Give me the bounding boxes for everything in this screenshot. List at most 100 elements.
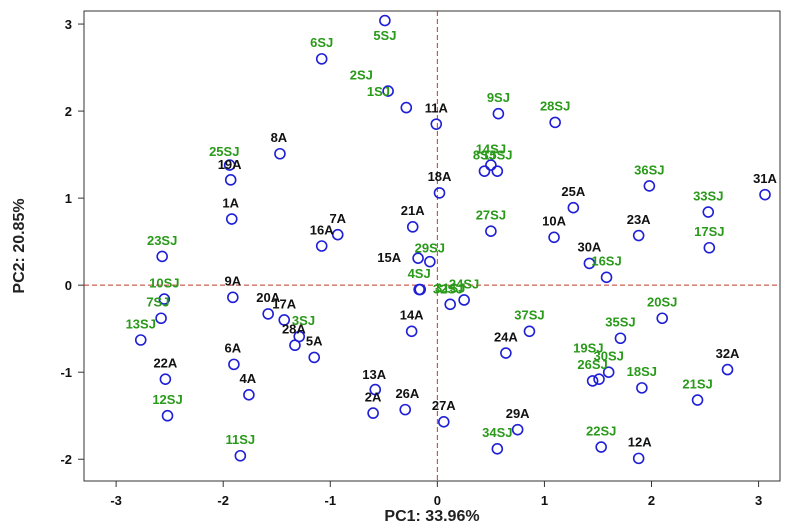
data-label-1a: 1A [222,195,239,210]
data-label-2a: 2A [365,389,382,404]
data-point-18sj [636,382,648,394]
data-point-10a [548,231,560,244]
data-label-25sj: 25SJ [209,144,239,159]
data-point-33sj [702,206,715,218]
data-point-5sj [379,14,391,27]
data-label-30a: 30A [577,240,601,255]
data-label-18sj: 18SJ [627,364,657,379]
data-point-26a [399,403,412,416]
data-label-7sj: 7SJ [146,295,169,310]
data-label-13a: 13A [362,367,386,382]
x-tick-label: 3 [755,493,762,508]
data-label-8a: 8A [271,130,288,145]
data-label-22a: 22A [153,356,177,371]
data-point-29a [511,423,524,436]
data-point-4a [243,389,255,401]
data-point-7sj [155,312,167,325]
data-label-9sj: 9SJ [487,90,510,105]
x-tick-label: 0 [434,493,441,508]
x-tick-label: 1 [541,493,548,508]
data-label-7a: 7A [329,211,346,226]
data-label-17a: 17A [272,296,296,311]
data-label-10a: 10A [542,214,566,229]
data-point-2a [367,407,379,419]
data-point-18a [433,187,446,199]
data-label-13sj: 13SJ [126,316,156,331]
data-label-25a: 25A [561,184,585,199]
data-point-15sj [491,165,504,177]
data-label-30sj: 30SJ [593,349,623,364]
data-label-9a: 9A [225,274,242,289]
data-label-28a: 28A [282,322,306,337]
data-label-32sj: 32SJ [433,282,463,297]
data-label-17sj: 17SJ [694,224,724,239]
data-point-16a [315,240,328,252]
data-label-5sj: 5SJ [373,28,396,43]
data-point-labels: 1A 2A 4A 5A 6A 7A 8A 9A 10A 11A 12A 13A 14A 15A 16A 17A… [126,28,778,449]
data-label-19a: 19A [218,157,242,172]
data-point-8a [274,147,286,160]
data-label-37sj: 37SJ [514,308,544,323]
data-label-18a: 18A [428,169,452,184]
x-tick-label: -2 [217,493,229,508]
data-label-11sj: 11SJ [226,432,256,447]
data-point-22a [159,373,172,385]
data-point-30sj [602,366,615,379]
data-point-12sj [161,409,174,422]
data-label-1sj: 1SJ [367,84,390,99]
data-point-21a [406,221,419,233]
data-point-17sj [703,241,716,254]
data-label-24a: 24A [494,329,518,344]
data-label-16a: 16A [310,222,334,237]
data-label-35sj: 35SJ [605,315,635,330]
data-label-12a: 12A [628,435,652,450]
data-point-6sj [315,53,328,65]
data-point-10sj [158,293,171,305]
data-point-12a [632,452,645,465]
data-point-34sj [491,442,504,455]
axis-ticks [78,23,760,487]
data-label-14a: 14A [400,308,424,323]
data-point-23sj [156,250,168,263]
data-point-9a [227,291,239,304]
data-point-32a [721,363,734,376]
data-label-6a: 6A [225,341,242,356]
data-label-36sj: 36SJ [634,162,664,177]
data-point-13a [369,383,382,396]
data-point-30a [583,257,596,270]
data-point-36sj [643,180,656,192]
data-label-15sj: 15SJ [482,147,512,162]
data-point-27sj [485,225,497,238]
data-point-26sj [586,375,599,387]
data-point-19a [223,159,236,171]
data-point-25sj [224,174,237,186]
data-label-21a: 21A [401,203,425,218]
y-tick-label: 1 [65,191,72,206]
y-tick-label: 3 [65,17,72,32]
data-label-31a: 31A [753,171,777,186]
data-label-23a: 23A [627,212,651,227]
data-point-32sj [414,283,427,296]
data-label-26a: 26A [395,386,419,401]
data-label-15a: 15A [377,250,401,265]
data-point-20a [262,308,274,320]
data-point-14a [405,325,418,338]
x-tick-label: -1 [324,493,336,508]
data-point-22sj [595,441,607,453]
data-label-23sj: 23SJ [147,233,177,248]
data-point-24sj [458,294,470,306]
data-point-21sj [691,394,704,406]
data-point-27a [437,416,450,428]
data-label-20a: 20A [256,290,280,305]
data-label-8sj: 8SJ [473,147,496,162]
data-point-8sj [478,165,491,177]
data-point-37sj [523,325,536,338]
plot-area-frame [83,10,781,482]
data-label-27sj: 27SJ [476,208,506,223]
data-point-31a [759,188,771,201]
data-point-25a [567,201,580,214]
y-tick-label: 2 [65,104,72,119]
data-point-5a [308,351,321,364]
